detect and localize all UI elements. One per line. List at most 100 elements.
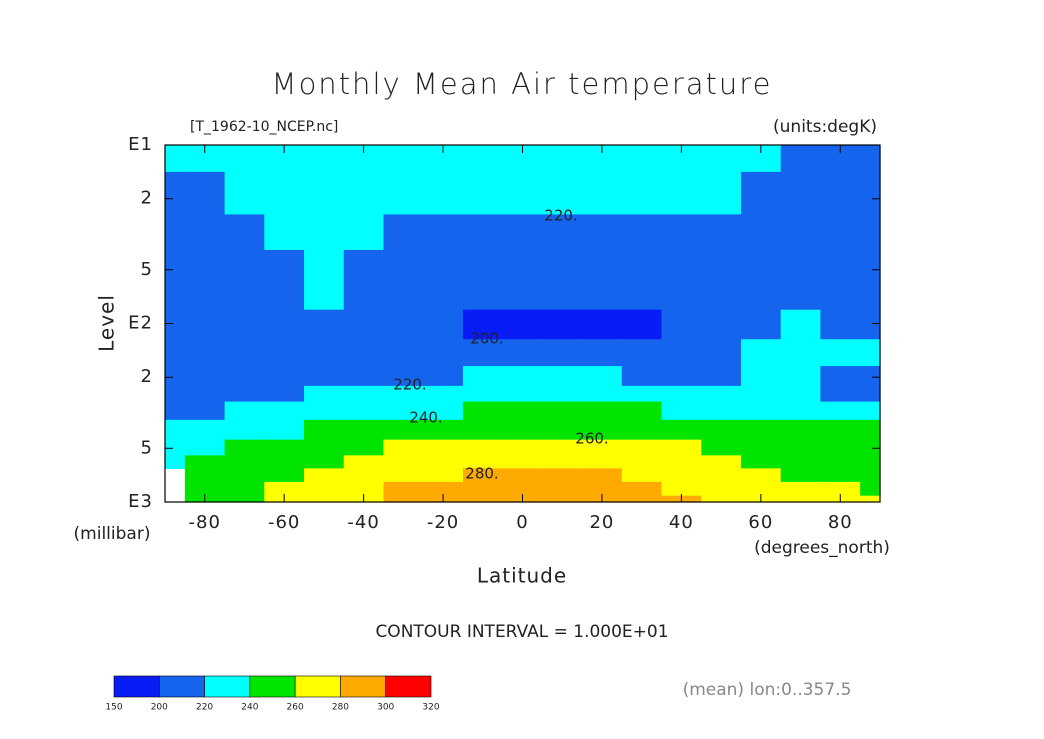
- contour-cell: [820, 171, 861, 216]
- colorbar-label: 150: [105, 703, 122, 713]
- contour-cell: [820, 468, 861, 483]
- contour-cell: [780, 309, 822, 340]
- contour-cell: [621, 419, 663, 441]
- contour-cell: [542, 366, 583, 387]
- x-tick-label: 80: [828, 512, 853, 533]
- x-tick-label: -60: [268, 512, 300, 533]
- contour-cell: [304, 339, 345, 367]
- contour-cell: [343, 419, 385, 441]
- contour-cell: [621, 455, 663, 469]
- contour-cell: [582, 419, 623, 441]
- contour-cell: [383, 401, 424, 421]
- contour-cell: [621, 145, 663, 173]
- contour-cell: [423, 439, 464, 456]
- contour-cell: [462, 339, 504, 367]
- contour-cell: [820, 366, 861, 387]
- contour-cell: [860, 455, 881, 469]
- contour-cell: [224, 366, 265, 387]
- contour-cell: [542, 249, 583, 284]
- contour-cell: [184, 481, 226, 497]
- contour-cell: [264, 366, 305, 387]
- contour-cell: [184, 214, 226, 251]
- contour-cell: [740, 385, 782, 403]
- contour-cell: [860, 339, 881, 367]
- y-tick-label: 5: [141, 259, 153, 280]
- contour-cell: [661, 385, 702, 403]
- contour-cell: [780, 385, 822, 403]
- contour-cell: [165, 385, 186, 403]
- contour-cell: [542, 171, 583, 216]
- contour-cell: [224, 401, 265, 421]
- contour-cell: [582, 401, 623, 421]
- contour-cell: [780, 145, 822, 173]
- file-label: [T_1962-10_NCEP.nc]: [190, 119, 338, 135]
- contour-cell: [423, 249, 464, 284]
- contour-cell: [304, 366, 345, 387]
- contour-cell: [502, 481, 543, 497]
- contour-cell: [621, 401, 663, 421]
- contour-label: 280.: [465, 465, 498, 483]
- contour-cell: [343, 439, 385, 456]
- contour-cell: [165, 366, 186, 387]
- contour-cell: [343, 481, 385, 497]
- contour-cell: [383, 214, 424, 251]
- contour-cell: [383, 249, 424, 284]
- contour-cell: [462, 145, 504, 173]
- colorbar-swatch: [113, 675, 160, 698]
- colorbar-label: 280: [332, 703, 349, 713]
- contour-cell: [502, 282, 543, 311]
- contour-cell: [462, 468, 504, 483]
- contour-cell: [224, 468, 265, 483]
- mean-note: (mean) lon:0..357.5: [683, 680, 852, 700]
- contour-cell: [582, 282, 623, 311]
- contour-cell: [542, 419, 583, 441]
- contour-cell: [224, 145, 265, 173]
- contour-cell: [264, 249, 305, 284]
- contour-cell: [780, 339, 822, 367]
- contour-cell: [542, 339, 583, 367]
- contour-cell: [820, 309, 861, 340]
- contour-cell: [165, 171, 186, 216]
- contour-cell: [502, 171, 543, 216]
- contour-cell: [423, 401, 464, 421]
- contour-cell: [780, 468, 822, 483]
- contour-cell: [502, 249, 543, 284]
- contour-cell: [423, 309, 464, 340]
- colorbar-label: 200: [151, 703, 168, 713]
- contour-cell: [224, 249, 265, 284]
- contour-cell: [780, 366, 822, 387]
- contour-cell: [264, 385, 305, 403]
- contour-cell: [502, 419, 543, 441]
- contour-cell: [502, 439, 543, 456]
- contour-cell: [740, 249, 782, 284]
- contour-cell: [184, 385, 226, 403]
- contour-cell: [462, 401, 504, 421]
- contour-cell: [423, 282, 464, 311]
- contour-cell: [582, 468, 623, 483]
- contour-cell: [820, 282, 861, 311]
- contour-cell: [661, 366, 702, 387]
- contour-cell: [304, 249, 345, 284]
- contour-cell: [701, 282, 742, 311]
- contour-label: 220.: [544, 207, 577, 225]
- contour-cell: [304, 439, 345, 456]
- contour-cell: [423, 339, 464, 367]
- contour-cell: [582, 214, 623, 251]
- contour-cell: [860, 309, 881, 340]
- contour-cell: [701, 249, 742, 284]
- contour-cell: [740, 481, 782, 497]
- contour-cell: [542, 385, 583, 403]
- contour-cell: [701, 481, 742, 497]
- colorbar-swatch: [385, 675, 432, 698]
- contour-cell: [661, 468, 702, 483]
- x-tick-label: -20: [427, 512, 459, 533]
- contour-cell: [264, 214, 305, 251]
- contour-cell: [165, 214, 186, 251]
- contour-cell: [264, 439, 305, 456]
- contour-cell: [820, 249, 861, 284]
- contour-cell: [224, 339, 265, 367]
- contour-cell: [224, 419, 265, 441]
- contour-cell: [542, 401, 583, 421]
- contour-cell: [343, 468, 385, 483]
- contour-cell: [780, 214, 822, 251]
